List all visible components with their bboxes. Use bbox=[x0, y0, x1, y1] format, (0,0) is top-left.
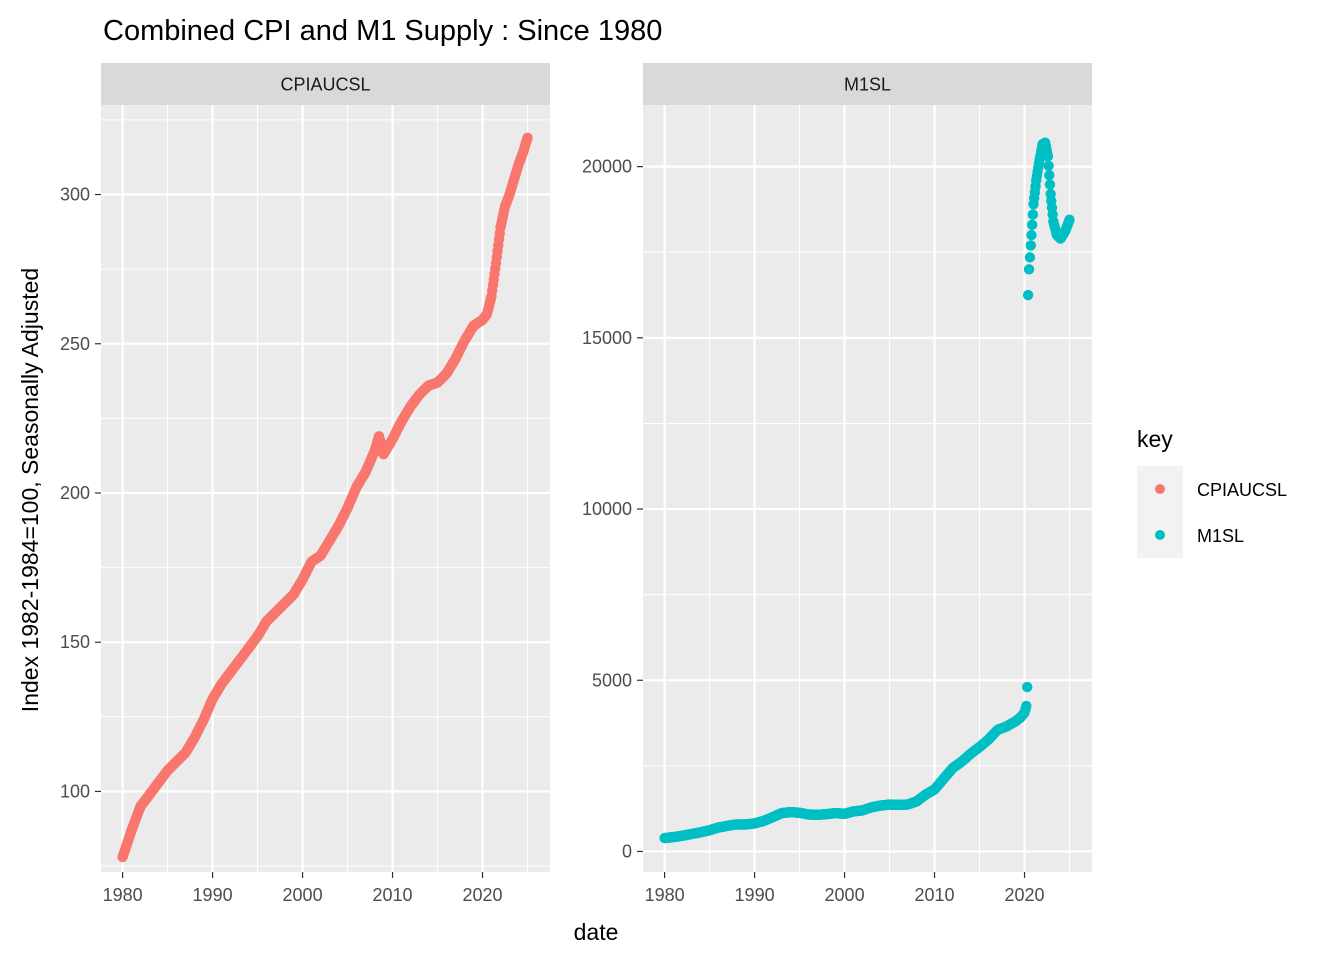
panel-background bbox=[643, 105, 1092, 872]
facet-strip bbox=[101, 63, 550, 105]
x-tick-label: 2000 bbox=[825, 885, 865, 905]
y-tick-label: 15000 bbox=[582, 328, 632, 348]
data-point bbox=[1042, 151, 1054, 162]
major-gridlines bbox=[643, 105, 1092, 872]
y-axis: 0 5000 10000 15000 20000 bbox=[582, 157, 643, 861]
data-point bbox=[1023, 264, 1035, 275]
y-tick-label: 100 bbox=[60, 781, 90, 801]
x-tick-label: 1980 bbox=[645, 885, 685, 905]
data-point bbox=[1021, 700, 1032, 712]
x-tick-label: 2010 bbox=[373, 885, 413, 905]
y-tick-label: 300 bbox=[60, 185, 90, 205]
data-points bbox=[659, 137, 1075, 844]
y-tick-label: 5000 bbox=[592, 670, 632, 690]
facet-strip-label: M1SL bbox=[844, 75, 891, 95]
panel-background bbox=[101, 105, 550, 872]
x-tick-label: 2020 bbox=[1004, 885, 1044, 905]
facet-strip bbox=[643, 63, 1092, 105]
x-tick-label: 1980 bbox=[103, 885, 143, 905]
x-tick-label: 1990 bbox=[193, 885, 233, 905]
legend-label-cpiaucsl: CPIAUCSL bbox=[1197, 480, 1287, 500]
data-point bbox=[1026, 219, 1038, 231]
y-axis-title: Index 1982-1984=100, Seasonally Adjusted bbox=[17, 268, 43, 712]
y-tick-label: 0 bbox=[622, 841, 632, 861]
major-gridlines bbox=[101, 105, 550, 872]
x-tick-label: 2020 bbox=[462, 885, 502, 905]
legend-key-m1sl bbox=[1155, 530, 1165, 540]
x-axis: 1980 1990 2000 2010 2020 bbox=[645, 872, 1045, 905]
data-point bbox=[1044, 169, 1055, 181]
y-tick-label: 150 bbox=[60, 632, 90, 652]
data-point bbox=[1044, 179, 1056, 190]
data-point bbox=[522, 132, 533, 144]
data-point bbox=[1026, 229, 1037, 241]
data-point bbox=[1022, 289, 1034, 301]
data-point bbox=[1024, 252, 1036, 263]
data-point bbox=[1064, 214, 1075, 225]
data-point bbox=[1027, 209, 1039, 220]
x-tick-label: 2010 bbox=[915, 885, 955, 905]
data-points bbox=[117, 132, 533, 863]
legend-label-m1sl: M1SL bbox=[1197, 526, 1244, 546]
panel-m1sl: 1980 1990 2000 2010 2020 0 5000 10000 15000 2000… bbox=[582, 63, 1092, 905]
y-tick-label: 20000 bbox=[582, 157, 632, 177]
facet-strip-label: CPIAUCSL bbox=[280, 75, 370, 95]
y-axis: 100 150 200 250 300 bbox=[60, 185, 101, 801]
y-tick-label: 250 bbox=[60, 334, 90, 354]
data-point bbox=[1022, 681, 1033, 693]
x-tick-label: 2000 bbox=[283, 885, 323, 905]
y-tick-label: 10000 bbox=[582, 499, 632, 519]
y-tick-label: 200 bbox=[60, 483, 90, 503]
legend: key CPIAUCSL M1SL bbox=[1137, 426, 1287, 558]
x-tick-label: 1990 bbox=[735, 885, 775, 905]
x-axis-title: date bbox=[574, 919, 619, 945]
chart-title: Combined CPI and M1 Supply : Since 1980 bbox=[103, 15, 662, 47]
legend-key-cpiaucsl bbox=[1155, 484, 1165, 494]
data-point bbox=[1025, 240, 1037, 251]
legend-title: key bbox=[1137, 426, 1173, 452]
data-point bbox=[1043, 160, 1054, 171]
x-axis: 1980 1990 2000 2010 2020 bbox=[103, 872, 503, 905]
minor-gridlines bbox=[101, 105, 550, 872]
panel-cpiaucsl: 1980 1990 2000 2010 2020 100 150 200 250 300 CPI… bbox=[60, 63, 550, 905]
